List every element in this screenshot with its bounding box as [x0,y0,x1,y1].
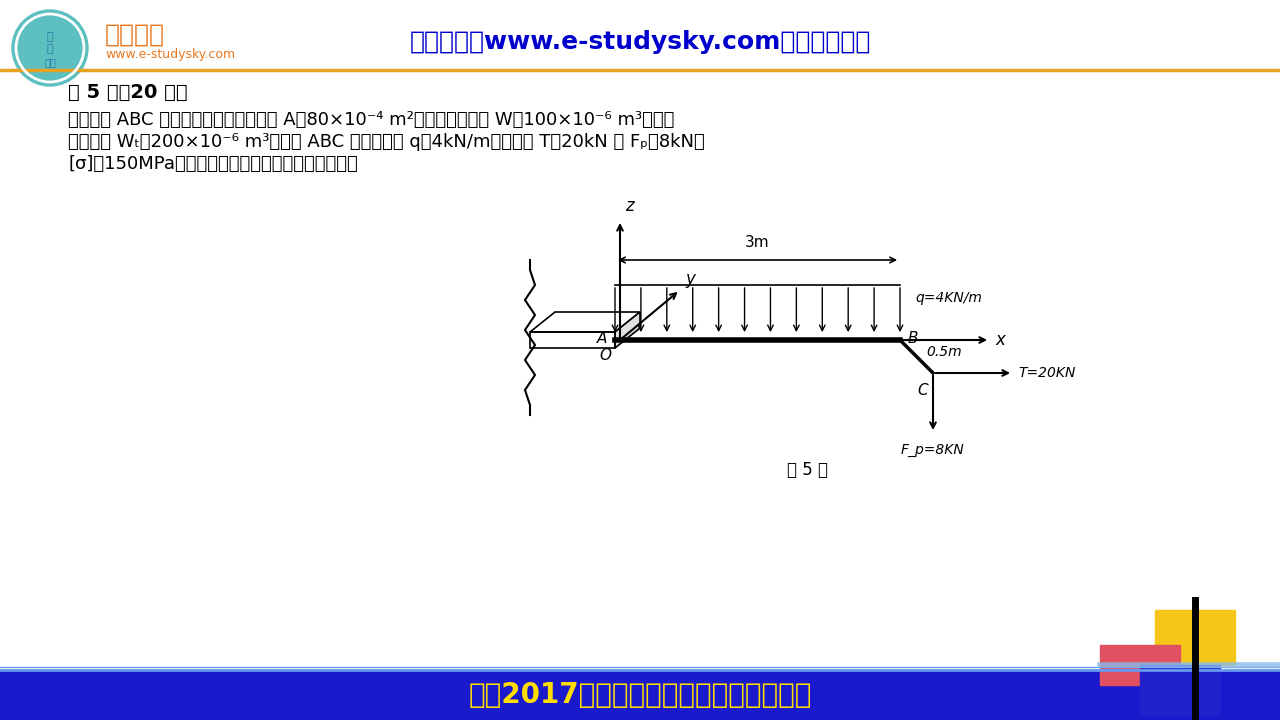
Text: F_p=8KN: F_p=8KN [901,443,965,457]
Text: 網
學: 網 學 [46,32,54,54]
Bar [0,670,1280,720]
Bar [1155,610,1235,665]
Polygon shape [530,312,640,332]
Text: z: z [625,197,634,215]
Text: www.e-studysky.com: www.e-studysky.com [105,48,236,60]
Text: 0.5m: 0.5m [927,344,963,359]
Text: x: x [995,331,1005,349]
Text: B: B [908,330,919,346]
Text: 网学天地（www.e-studysky.com）版权所有！: 网学天地（www.e-studysky.com）版权所有！ [410,30,870,54]
Circle shape [12,10,88,86]
Polygon shape [614,312,640,348]
Text: C: C [918,383,928,398]
Bar [1100,645,1180,685]
Bar [1140,665,1220,715]
Text: 南航2017年《材料力学》考研真题与详解: 南航2017年《材料力学》考研真题与详解 [468,681,812,709]
Text: 3m: 3m [745,235,769,250]
Text: 天地: 天地 [44,57,56,67]
Text: A: A [596,330,607,346]
Text: [σ]＝150MPa，试根据第四强度理论校核此杆强度。: [σ]＝150MPa，试根据第四强度理论校核此杆强度。 [68,155,357,173]
Text: O: O [599,348,611,362]
Text: 第 5 题（20 分）: 第 5 题（20 分） [68,83,188,102]
Text: 網學天地: 網學天地 [105,23,165,47]
Text: y: y [685,270,695,288]
Text: 第 5 题: 第 5 题 [787,461,828,479]
Text: T=20KN: T=20KN [1018,366,1075,380]
Text: 已知曲杆 ABC 为圆截面杆。横截面面积 A＝80×10⁻⁴ m²，抗弯截面系数 W＝100×10⁻⁶ m³，抗扰: 已知曲杆 ABC 为圆截面杆。横截面面积 A＝80×10⁻⁴ m²，抗弯截面系数… [68,111,675,129]
Text: q=4KN/m: q=4KN/m [915,291,982,305]
Text: 截面系数 Wₜ＝200×10⁻⁶ m³。曲杆 ABC 受均布载荷 q＝4kN/m，集中力 T＝20kN 及 Fₚ＝8kN。: 截面系数 Wₜ＝200×10⁻⁶ m³。曲杆 ABC 受均布载荷 q＝4kN/m… [68,133,705,151]
